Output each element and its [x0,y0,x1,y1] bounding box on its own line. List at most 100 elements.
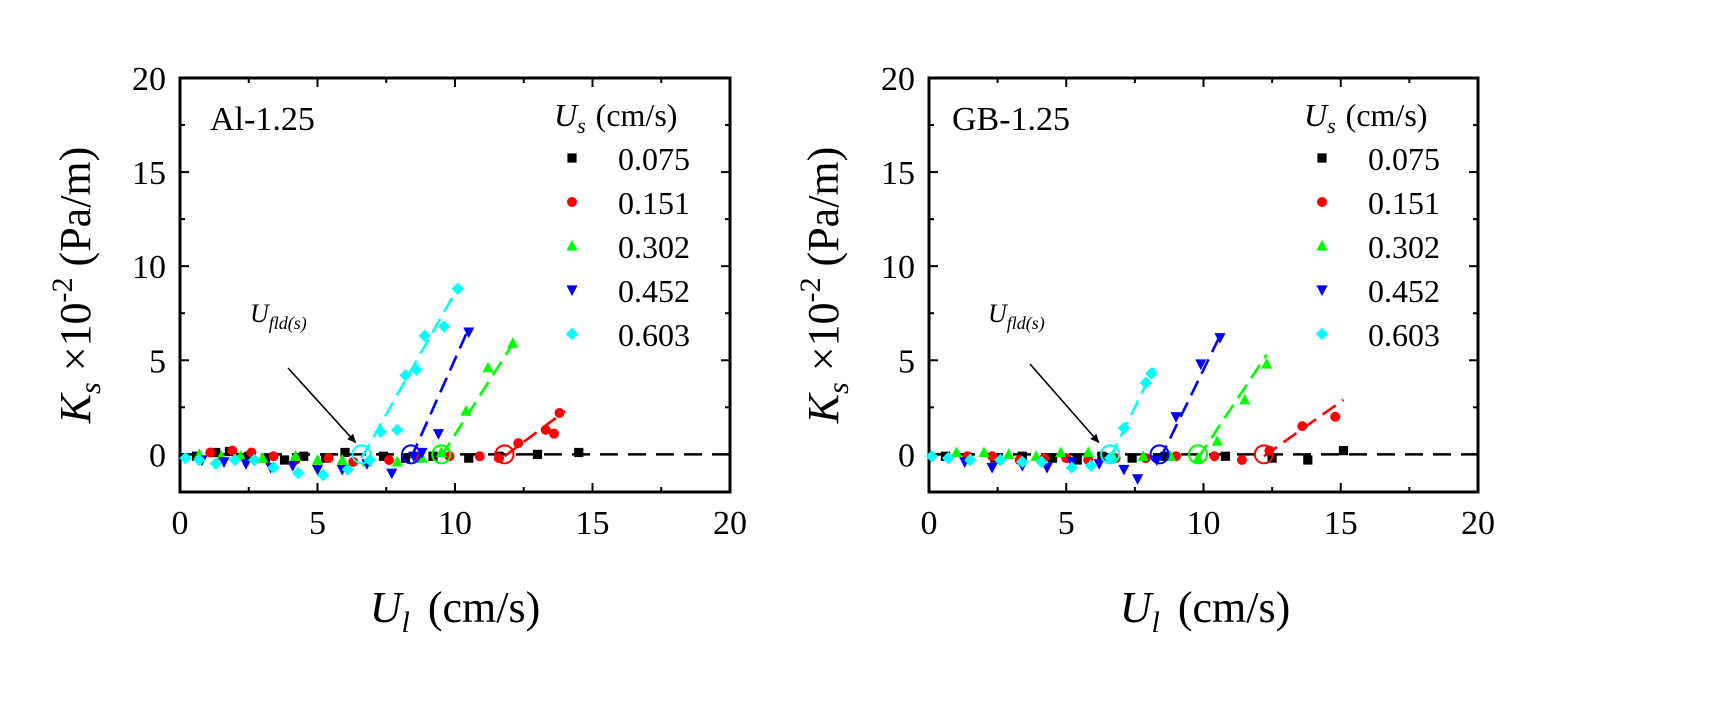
data-point [507,337,519,348]
x-title-unit: (cm/s) [428,583,540,632]
x-tick-label: 15 [576,505,610,542]
annotation-subscript: fld(s) [269,313,307,334]
legend-entry-label: 0.603 [618,317,690,353]
y-tick-label: 0 [898,437,915,474]
panel-label: GB-1.25 [952,101,1070,138]
data-point [1055,446,1067,458]
data-point [987,451,998,462]
legend: Us (cm/s) 0.075 0.151 0.302 0.452 0.603 [1304,97,1440,353]
x-axis-title: Ul (cm/s) [1120,583,1291,639]
data-point [1192,452,1204,463]
data-point [227,445,238,456]
legend-marker [1315,327,1329,341]
y-tick-label: 15 [881,155,915,192]
data-point [289,450,302,461]
data-point [1214,333,1226,344]
legend-title-subscript: s [577,113,586,138]
x-title-unit: (cm/s) [1178,583,1290,632]
onset-circle [431,444,452,465]
data-point [292,466,305,480]
data-point [942,451,955,465]
data-point [963,453,977,467]
data-point [418,329,431,343]
data-point [1209,451,1220,462]
data-point [211,447,221,458]
data-point [1065,461,1078,474]
data-point [384,455,394,466]
legend-title: Us (cm/s) [1304,97,1427,138]
x-tick-label: 10 [438,505,472,542]
data-point [1035,455,1048,469]
legend-marker [565,327,579,341]
data-point [513,438,524,449]
data-point [532,449,543,459]
legend-entry-label: 0.302 [1368,229,1440,265]
data-point [240,459,252,470]
annotation-symbol: U [250,299,271,328]
y-title-unit: (Pa/m) [799,147,848,278]
data-point [378,451,389,461]
annotation-label: Ufld(s) [250,299,307,334]
data-point [1047,453,1058,463]
series-0.603 [925,367,1158,474]
y-axis-title: Ks ×10-2 (Pa/m) [46,147,107,425]
data-point [432,429,445,440]
data-point [950,446,963,458]
data-point [218,457,230,468]
data-point [400,453,411,463]
data-point [336,453,348,465]
legend: Us (cm/s) 0.075 0.151 0.302 0.452 0.603 [554,97,690,353]
fit-line [1196,353,1268,459]
data-point [279,455,290,465]
x-tick-label: 10 [1187,505,1221,542]
legend-entry-label: 0.452 [1368,273,1440,309]
x-tick-label: 20 [713,505,747,542]
data-point [1093,459,1105,470]
legend-title-symbol: U [554,97,579,133]
y-title-superscript: -2 [794,277,827,302]
data-point [540,424,551,435]
legend-entry-label: 0.151 [1368,185,1440,221]
data-point [435,446,447,458]
data-point [1072,455,1082,465]
data-point [994,453,1007,467]
data-point [287,461,299,472]
data-point [1084,459,1098,472]
legend-marker [1316,239,1328,251]
series-0.302 [950,353,1273,465]
data-point [248,453,261,467]
y-tick-label: 0 [149,437,166,474]
data-point [267,461,280,474]
legend-entry-label: 0.603 [1368,317,1440,353]
data-point [482,361,494,373]
onset-circle [1253,444,1274,465]
data-point [299,451,309,461]
x-tick-label: 5 [1058,505,1075,542]
legend-marker [566,285,578,297]
data-point [1239,393,1251,405]
data-point [986,462,998,474]
y-tick-label: 20 [881,61,915,98]
data-point [1145,367,1158,380]
chart-panel-2: 0 5 10 15 20 0 5 10 15 20 GB-1.25 Us (cm/s) 0.075 0.15… [794,61,1495,639]
data-point [1003,448,1015,459]
data-point [408,451,420,463]
data-point [978,446,990,458]
data-point [228,453,242,467]
x-title-subscript: l [402,606,410,639]
legend-entry-label: 0.302 [618,229,690,265]
data-point [1016,455,1029,469]
data-point [1236,455,1247,466]
data-point [323,453,334,464]
data-point [1118,464,1130,476]
annotation-symbol: U [988,299,1009,328]
data-point [341,463,354,476]
data-point [1160,451,1170,461]
data-point [1303,455,1313,465]
data-point [268,451,279,462]
data-point [1330,411,1341,422]
data-point [316,468,330,482]
data-point [1195,359,1207,371]
data-point [1137,450,1149,461]
